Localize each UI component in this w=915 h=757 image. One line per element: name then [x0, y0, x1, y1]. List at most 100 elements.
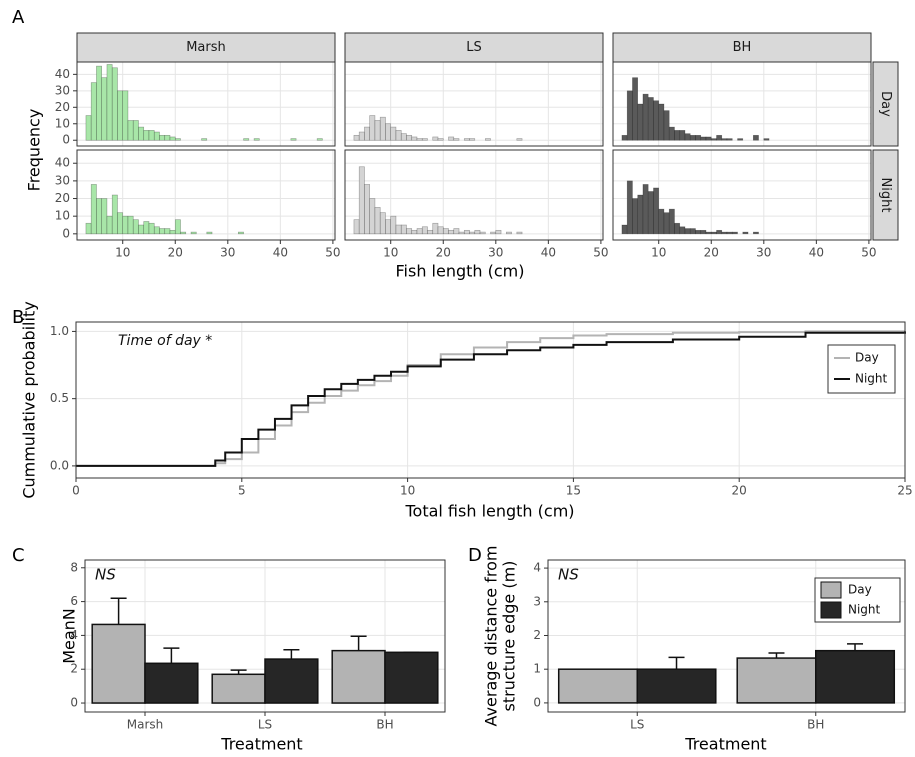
y-tick-label: 20 — [55, 100, 70, 114]
histogram-bar — [143, 221, 150, 235]
histogram-bar — [90, 184, 97, 235]
y-tick-label: 10 — [55, 209, 70, 223]
histogram-bar — [85, 222, 92, 235]
panel-label: A — [12, 7, 25, 28]
bar — [144, 662, 199, 704]
histogram-bar — [153, 226, 160, 235]
histogram-bar — [243, 138, 250, 141]
x-tick-label: 50 — [593, 246, 608, 260]
y-tick-label: 0.5 — [50, 391, 69, 405]
y-tick-label: 20 — [55, 191, 70, 205]
histogram-bar — [106, 215, 113, 235]
histogram-bar — [679, 226, 686, 235]
histogram-bar — [148, 222, 155, 235]
histogram-bar — [637, 103, 644, 141]
histogram-bar — [742, 231, 749, 235]
histogram-bar — [700, 136, 707, 141]
histogram-bar — [111, 67, 118, 141]
histogram-bar — [127, 215, 134, 235]
panel-border — [612, 61, 872, 147]
histogram-bar — [484, 138, 491, 141]
y-tick-label: 40 — [55, 67, 70, 81]
histogram-bar — [626, 180, 633, 235]
panel-border — [547, 559, 906, 713]
histogram-bar — [190, 231, 197, 235]
legend-label: Night — [855, 372, 888, 386]
histogram-bar — [374, 207, 381, 235]
histogram-bar — [138, 224, 145, 235]
histogram-bar — [122, 90, 129, 141]
histogram-bar — [159, 134, 166, 141]
y-tick-label: 4 — [70, 628, 78, 642]
histogram-bar — [180, 231, 187, 235]
histogram-bar — [106, 64, 113, 141]
y-tick-label: 0.0 — [50, 458, 69, 472]
y-tick-label: 2 — [533, 628, 541, 642]
histogram-bar — [716, 229, 723, 235]
facet-label: Day — [878, 91, 893, 117]
y-tick-label: 0 — [62, 133, 70, 147]
y-tick-label: 4 — [533, 561, 541, 575]
histogram-bar — [721, 231, 728, 235]
histogram-bar — [663, 110, 670, 141]
bar — [331, 649, 386, 704]
histogram-bar — [406, 228, 413, 235]
histogram-bar — [731, 231, 738, 235]
histogram-bar — [674, 222, 681, 235]
histogram-bar — [674, 130, 681, 141]
histogram-bar — [369, 115, 376, 141]
facet-strip — [76, 32, 336, 63]
y-tick-label: 0 — [533, 695, 541, 709]
histogram-bar — [159, 228, 166, 235]
histogram-bar — [96, 198, 102, 235]
histogram-bar — [432, 222, 439, 235]
x-tick-label: 30 — [220, 246, 235, 260]
histogram-bar — [726, 138, 733, 141]
histogram-bar — [132, 219, 139, 235]
legend-label: Day — [848, 583, 872, 597]
x-tick-label: 30 — [488, 246, 503, 260]
histogram-bar — [448, 136, 455, 141]
histogram-bar — [705, 136, 712, 141]
bar — [815, 649, 896, 704]
histogram-bar — [658, 103, 665, 141]
histogram-bar — [448, 229, 455, 235]
x-tick-label: 50 — [325, 246, 340, 260]
histogram-bar — [164, 134, 171, 141]
histogram-bar — [164, 228, 171, 235]
x-tick-label: BH — [807, 718, 824, 732]
histogram-bar — [658, 208, 665, 235]
histogram-bar — [621, 134, 628, 141]
histogram-bar — [463, 229, 470, 235]
histogram-bar — [495, 229, 502, 235]
x-tick-label: 20 — [436, 246, 451, 260]
x-tick-label: 10 — [651, 246, 666, 260]
histogram-bar — [469, 231, 476, 235]
histogram-bar — [647, 191, 654, 235]
histogram-bar — [663, 212, 670, 235]
histogram-bar — [174, 219, 181, 235]
histogram-bar — [705, 231, 712, 235]
x-tick-label: 10 — [400, 484, 415, 498]
histogram-bar — [96, 65, 102, 141]
x-tick-label: 30 — [756, 246, 771, 260]
histogram-bar — [463, 138, 470, 141]
panel-border — [75, 321, 906, 479]
histogram-bar — [416, 228, 423, 235]
histogram-bar — [316, 138, 323, 141]
histogram-bar — [679, 130, 686, 141]
histogram-bar — [421, 138, 428, 141]
histogram-bar — [143, 130, 150, 141]
panel-border — [344, 149, 604, 241]
histogram-bar — [516, 138, 523, 141]
y-tick-label: 1 — [533, 662, 541, 676]
histogram-bar — [385, 219, 392, 235]
y-tick-label: 0 — [62, 226, 70, 240]
histogram-bar — [290, 138, 297, 141]
histogram-bar — [411, 136, 418, 141]
histogram-bar — [174, 138, 181, 141]
histogram-bar — [206, 231, 213, 235]
x-tick-label: 10 — [383, 246, 398, 260]
x-tick-label: 25 — [897, 484, 912, 498]
